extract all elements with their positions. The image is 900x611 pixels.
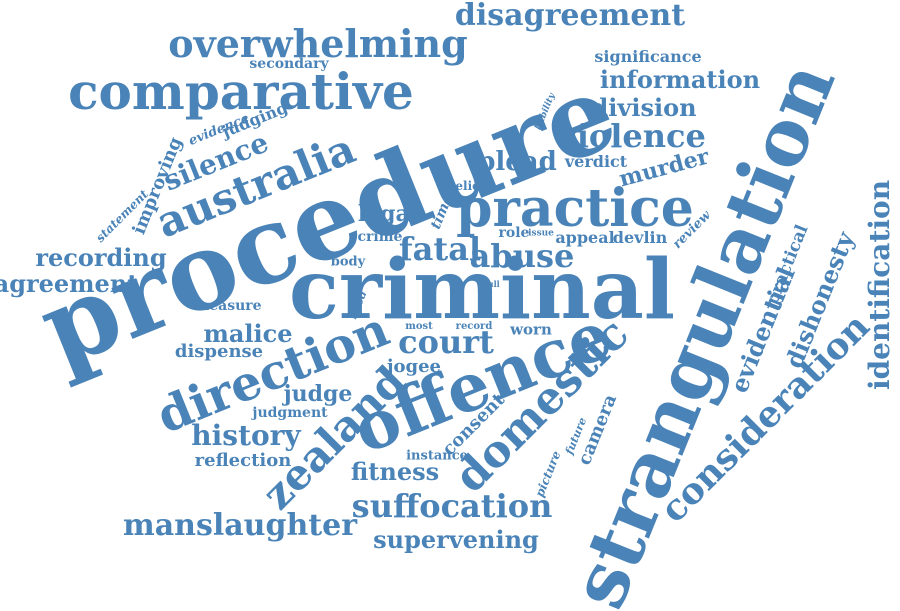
word-judgment: judgment: [252, 405, 328, 421]
word-plead: plead: [477, 147, 557, 177]
word-identification: identification: [863, 179, 896, 391]
word-secondary: secondary: [249, 56, 329, 72]
word-worn: worn: [510, 320, 552, 339]
word-criminal: criminal: [288, 242, 676, 338]
word-agreement: agreement: [0, 269, 139, 298]
word-fatal: fatal: [398, 230, 482, 268]
word-jogee: jogee: [386, 356, 442, 377]
word-fitness: fitness: [350, 457, 440, 486]
word-most: most: [405, 321, 433, 332]
word-history: history: [191, 419, 301, 452]
word-role: role: [498, 225, 530, 241]
word-recording: recording: [35, 243, 167, 272]
word-significance: significance: [594, 47, 702, 66]
word-verdict: verdict: [564, 152, 628, 171]
word-appeal: appeal: [555, 228, 615, 247]
word-record: record: [455, 321, 493, 332]
word-practice: practice: [456, 178, 694, 239]
word-full: full: [484, 279, 500, 289]
word-crime: crime: [357, 229, 403, 245]
word-information: information: [599, 65, 761, 94]
word-suffocation: suffocation: [351, 487, 553, 525]
word-court: court: [398, 323, 494, 361]
word-dispense: dispense: [174, 341, 264, 362]
word-abuse: abuse: [469, 237, 575, 275]
word-measure: measure: [194, 298, 262, 314]
word-belief: belief: [447, 179, 485, 193]
word-comparative: comparative: [68, 62, 414, 121]
word-body: body: [330, 254, 366, 270]
word-instance: instance: [406, 448, 468, 464]
word-division: division: [591, 93, 697, 122]
word-judge: judge: [283, 381, 353, 407]
word-legal: legal: [357, 201, 419, 227]
word-manslaughter: manslaughter: [122, 508, 358, 543]
word-supervening: supervening: [373, 525, 539, 554]
word-disagreement: disagreement: [454, 0, 686, 33]
word-devlin: devlin: [612, 228, 668, 247]
word-malice: malice: [203, 319, 293, 348]
word-reflection: reflection: [194, 450, 292, 471]
word-violence: violence: [558, 117, 706, 155]
word-overwhelming: overwhelming: [168, 21, 468, 66]
word-issue: issue: [528, 228, 554, 239]
